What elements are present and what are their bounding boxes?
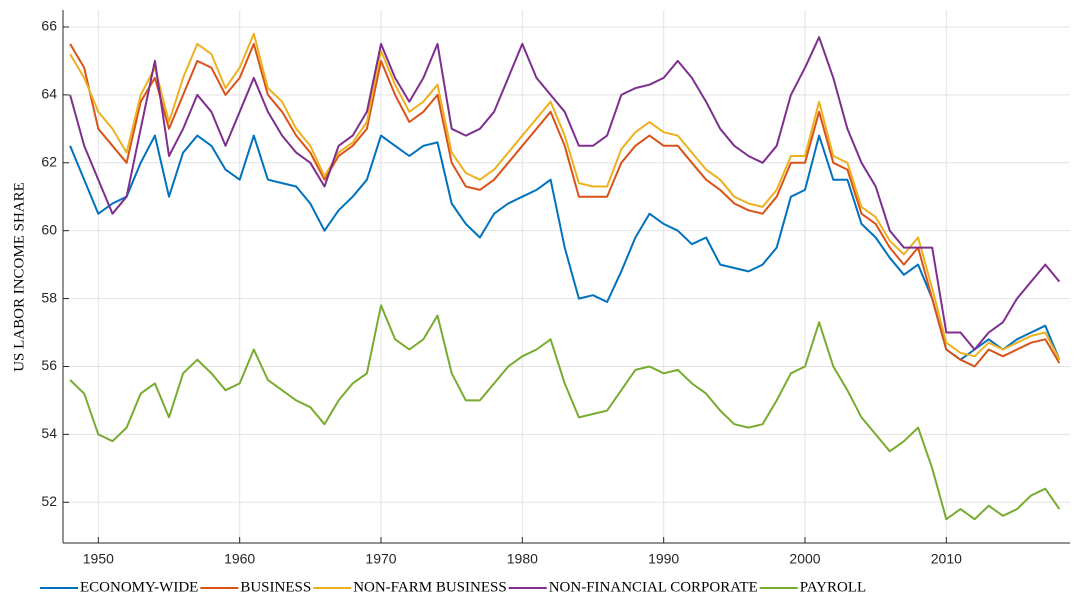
series-line bbox=[69, 304, 1061, 521]
legend-label: ECONOMY-WIDE bbox=[80, 579, 198, 595]
x-tick-label: 2000 bbox=[789, 551, 820, 567]
x-tick-label: 1950 bbox=[83, 551, 114, 567]
y-tick-label: 66 bbox=[41, 18, 57, 34]
legend-label: NON-FARM BUSINESS bbox=[353, 579, 507, 595]
y-tick-label: 52 bbox=[41, 493, 57, 509]
y-tick-label: 64 bbox=[41, 86, 57, 102]
x-tick-label: 2010 bbox=[931, 551, 962, 567]
x-tick-label: 1960 bbox=[224, 551, 255, 567]
series-line bbox=[69, 42, 1061, 368]
x-tick-label: 1970 bbox=[365, 551, 396, 567]
y-tick-label: 60 bbox=[41, 221, 57, 237]
y-tick-label: 54 bbox=[41, 425, 57, 441]
y-tick-label: 58 bbox=[41, 289, 57, 305]
series-line bbox=[69, 134, 1061, 361]
legend-label: NON-FINANCIAL CORPORATE bbox=[549, 579, 758, 595]
y-tick-label: 62 bbox=[41, 153, 57, 169]
x-tick-label: 1990 bbox=[648, 551, 679, 567]
series-line bbox=[69, 36, 1061, 351]
series-line bbox=[69, 32, 1061, 361]
legend-label: PAYROLL bbox=[800, 579, 866, 595]
legend-label: BUSINESS bbox=[240, 579, 311, 595]
y-axis-label: US LABOR INCOME SHARE bbox=[11, 182, 27, 372]
y-tick-label: 56 bbox=[41, 357, 57, 373]
x-tick-label: 1980 bbox=[507, 551, 538, 567]
